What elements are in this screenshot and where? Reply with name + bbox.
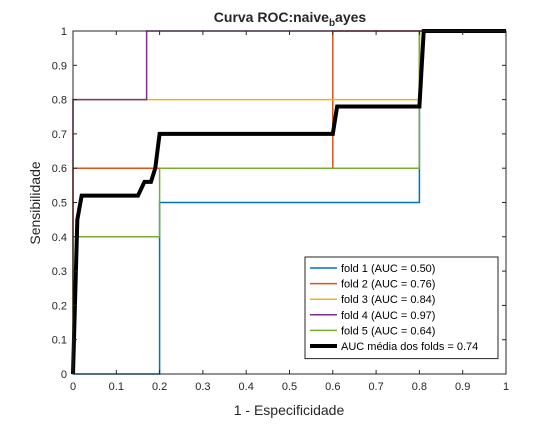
chart-title-subscript: b — [329, 18, 335, 29]
legend-label-1: fold 1 (AUC = 0.50) — [341, 263, 435, 275]
series-line-6 — [71, 29, 506, 375]
x-tick-label: 0.7 — [368, 381, 383, 393]
x-tick-label: 1 — [503, 381, 509, 393]
y-axis-label: Sensibilidade — [27, 161, 43, 244]
x-tick-label: 0.6 — [325, 381, 340, 393]
legend: fold 1 (AUC = 0.50) fold 2 (AUC = 0.76) fo… — [304, 256, 499, 360]
y-tick-label: 0.3 — [52, 266, 67, 278]
x-tick-label: 0.5 — [282, 381, 297, 393]
x-tick-label: 0.1 — [109, 381, 124, 393]
chart-title-suffix: ayes — [335, 9, 366, 25]
chart-title: Curva ROC:naivebayes — [214, 9, 367, 29]
y-tick-label: 0 — [61, 369, 67, 381]
x-tick-label: 0.9 — [455, 381, 470, 393]
x-tick-label: 0 — [70, 381, 76, 393]
ticks-layer: 0 0.1 0.2 0.3 0.4 0.5 0.6 0.7 0.8 0.9 1 0 0.1 0.2 0.3 0… — [52, 26, 509, 393]
y-tick-label: 0.7 — [52, 129, 67, 141]
y-tick-label: 0.1 — [52, 335, 67, 347]
legend-box — [304, 256, 499, 360]
legend-label-2: fold 2 (AUC = 0.76) — [341, 279, 435, 291]
legend-label-4: fold 4 (AUC = 0.97) — [341, 310, 435, 322]
legend-label-6: AUC média dos folds = 0.74 — [341, 341, 478, 353]
x-tick-label: 0.4 — [239, 381, 254, 393]
y-tick-label: 0.4 — [52, 232, 67, 244]
x-tick-label: 0.3 — [195, 381, 210, 393]
legend-label-5: fold 5 (AUC = 0.64) — [341, 325, 435, 337]
y-tick-label: 0.6 — [52, 163, 67, 175]
y-tick-label: 0.9 — [52, 60, 67, 72]
x-tick-label: 0.8 — [412, 381, 427, 393]
y-tick-label: 0.8 — [52, 95, 67, 107]
legend-label-3: fold 3 (AUC = 0.84) — [341, 294, 435, 306]
y-tick-label: 0.2 — [52, 300, 67, 312]
y-tick-label: 0.5 — [52, 198, 67, 210]
chart-title-main: Curva ROC:naive — [214, 9, 329, 25]
x-tick-label: 0.2 — [152, 381, 167, 393]
x-axis-label: 1 - Especificidade — [234, 402, 345, 418]
y-tick-label: 1 — [61, 26, 67, 38]
